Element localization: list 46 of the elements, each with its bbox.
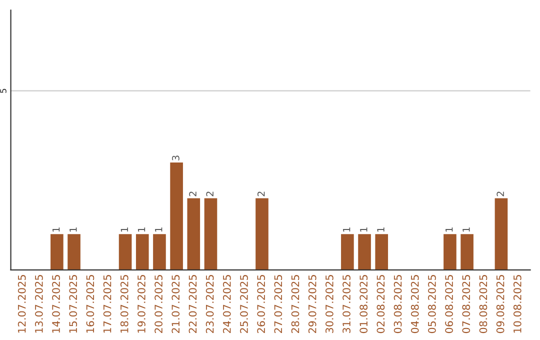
x-tick-label: 25.07.2025 — [240, 275, 248, 334]
data-label: 3 — [172, 156, 180, 160]
x-tick-label: 04.08.2025 — [410, 275, 419, 334]
x-tick-label: 29.07.2025 — [308, 275, 316, 334]
data-label: 1 — [70, 227, 77, 232]
x-tick-label: 24.07.2025 — [222, 275, 231, 334]
data-label: 1 — [52, 227, 60, 232]
y-tick-label: 5 — [0, 88, 6, 93]
data-label: 1 — [446, 227, 453, 232]
x-tick-label: 06.08.2025 — [445, 275, 453, 334]
data-label: 1 — [120, 227, 128, 232]
data-label: 1 — [360, 227, 368, 232]
x-tick-label: 17.07.2025 — [103, 275, 112, 333]
x-tick-label: 15.07.2025 — [69, 275, 78, 333]
data-label: 1 — [138, 227, 146, 232]
data-label: 1 — [343, 227, 350, 232]
x-tick-label: 22.07.2025 — [188, 275, 197, 334]
x-tick-label: 10.08.2025 — [513, 275, 522, 333]
x-tick-label: 01.08.2025 — [360, 275, 368, 334]
x-tick-label: 05.08.2025 — [428, 275, 436, 334]
x-tick-label: 23.07.2025 — [206, 275, 214, 334]
x-tick-label: 26.07.2025 — [257, 275, 266, 334]
x-tick-label: 27.07.2025 — [274, 275, 282, 334]
x-tick-label: 03.08.2025 — [394, 275, 402, 334]
data-label: 1 — [462, 227, 470, 232]
x-tick-label: 02.08.2025 — [376, 275, 385, 334]
x-tick-label: 28.07.2025 — [291, 275, 300, 334]
x-tick-label: 08.08.2025 — [479, 275, 488, 334]
x-tick-label: 21.07.2025 — [172, 275, 180, 334]
x-tick-label: 14.07.2025 — [52, 275, 60, 333]
x-tick-label: 16.07.2025 — [86, 275, 94, 333]
data-label: 1 — [155, 227, 162, 232]
data-label: 2 — [206, 192, 214, 196]
x-tick-label: 30.07.2025 — [325, 275, 334, 333]
x-tick-label: 12.07.2025 — [18, 275, 26, 333]
x-tick-label: 18.07.2025 — [120, 275, 128, 333]
x-tick-label: 07.08.2025 — [462, 275, 470, 334]
x-tick-label: 31.07.2025 — [342, 275, 350, 333]
data-label: 2 — [189, 192, 196, 196]
data-label: 1 — [377, 227, 384, 232]
data-label: 2 — [257, 192, 265, 196]
x-tick-label: 20.07.2025 — [154, 275, 162, 334]
data-label: 2 — [496, 192, 504, 196]
x-tick-label: 19.07.2025 — [138, 275, 146, 333]
x-tick-label: 13.07.2025 — [34, 275, 43, 333]
x-tick-label: 09.08.2025 — [496, 275, 504, 334]
